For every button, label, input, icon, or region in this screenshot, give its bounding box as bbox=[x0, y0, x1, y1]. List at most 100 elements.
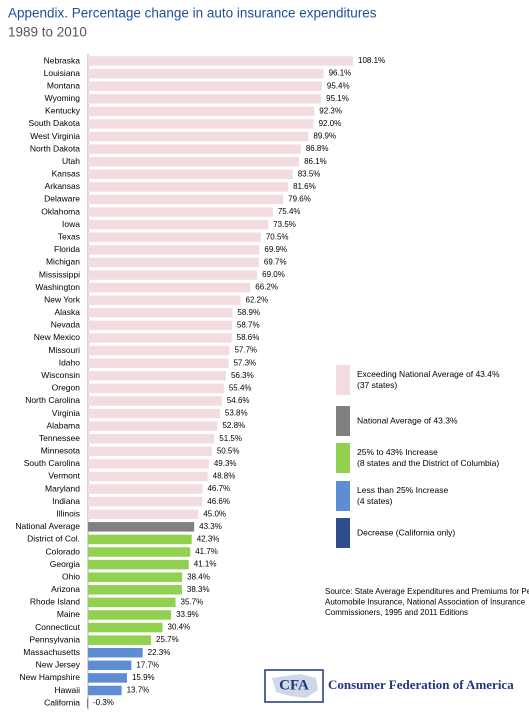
value-label: 51.5% bbox=[219, 434, 242, 443]
value-label: 50.5% bbox=[217, 446, 240, 455]
value-label: 81.6% bbox=[293, 182, 316, 191]
value-label: 69.0% bbox=[262, 270, 285, 279]
bar bbox=[88, 333, 232, 343]
legend-swatch bbox=[336, 406, 350, 436]
bar bbox=[88, 295, 241, 305]
category-label: Washington bbox=[35, 282, 80, 292]
category-label: Alabama bbox=[46, 420, 80, 430]
category-label: Connecticut bbox=[35, 622, 81, 632]
category-label: North Dakota bbox=[30, 143, 80, 153]
category-label: New Mexico bbox=[34, 332, 81, 342]
value-label: 22.3% bbox=[148, 648, 171, 657]
value-label: 54.6% bbox=[227, 396, 250, 405]
category-label: Texas bbox=[58, 232, 80, 242]
chart-subtitle: 1989 to 2010 bbox=[8, 25, 87, 40]
value-label: 38.3% bbox=[187, 585, 210, 594]
bar bbox=[88, 433, 215, 444]
value-label: 108.1% bbox=[358, 56, 385, 65]
value-label: 92.3% bbox=[319, 106, 342, 115]
category-label: Delaware bbox=[44, 194, 80, 204]
bar bbox=[88, 635, 152, 645]
legend-swatch bbox=[336, 481, 350, 511]
value-label: 96.1% bbox=[329, 69, 352, 78]
bar bbox=[88, 56, 354, 66]
bar bbox=[88, 106, 315, 117]
bar bbox=[88, 446, 212, 457]
category-label: California bbox=[44, 697, 80, 707]
bar bbox=[88, 685, 122, 696]
category-label: New Hampshire bbox=[20, 672, 81, 682]
value-label: 55.4% bbox=[229, 383, 252, 392]
category-label: Nebraska bbox=[44, 55, 81, 65]
value-label: 30.4% bbox=[168, 623, 191, 632]
category-label: Iowa bbox=[62, 219, 80, 229]
value-label: 43.3% bbox=[199, 522, 222, 531]
legend-label: 25% to 43% Increase bbox=[357, 447, 438, 457]
category-label: New York bbox=[44, 294, 81, 304]
bar bbox=[88, 660, 132, 671]
category-label: Virginia bbox=[52, 408, 80, 418]
value-label: 69.9% bbox=[264, 245, 287, 254]
value-label: 79.6% bbox=[288, 195, 311, 204]
value-label: 83.5% bbox=[298, 169, 321, 178]
bar bbox=[88, 371, 227, 381]
bar bbox=[88, 610, 172, 620]
category-label: Minnesota bbox=[41, 446, 80, 456]
value-label: 86.1% bbox=[304, 157, 327, 166]
category-label: Arizona bbox=[51, 584, 80, 594]
bar bbox=[88, 320, 232, 331]
value-label: 92.0% bbox=[319, 119, 342, 128]
bar bbox=[88, 219, 269, 230]
category-label: Nevada bbox=[51, 320, 81, 330]
category-label: Vermont bbox=[48, 471, 80, 481]
legend-label: National Average of 43.3% bbox=[357, 415, 458, 425]
value-label: 46.7% bbox=[207, 484, 230, 493]
category-label: Utah bbox=[62, 156, 80, 166]
legend-label: Exceeding National Average of 43.4% bbox=[357, 369, 500, 379]
category-label: Michigan bbox=[46, 257, 80, 267]
category-label: North Carolina bbox=[25, 395, 80, 405]
value-label: 66.2% bbox=[255, 283, 278, 292]
category-label: Maine bbox=[57, 609, 80, 619]
value-label: 89.9% bbox=[313, 132, 336, 141]
value-label: 25.7% bbox=[156, 635, 179, 644]
value-label: 58.6% bbox=[237, 333, 260, 342]
bar bbox=[88, 156, 300, 167]
bar bbox=[88, 308, 233, 318]
category-label: Alaska bbox=[54, 307, 80, 317]
bar bbox=[88, 68, 324, 79]
chart-title: Appendix. Percentage change in auto insu… bbox=[8, 6, 377, 21]
value-label: 52.8% bbox=[222, 421, 245, 430]
value-label: 46.6% bbox=[207, 497, 230, 506]
category-label: Ohio bbox=[62, 571, 80, 581]
bar bbox=[88, 396, 222, 406]
bar bbox=[87, 698, 89, 708]
category-label: Missouri bbox=[48, 345, 80, 355]
category-label: South Dakota bbox=[28, 118, 80, 128]
category-label: Maryland bbox=[45, 483, 80, 493]
category-label: Tennessee bbox=[39, 433, 80, 443]
value-label: 95.4% bbox=[327, 81, 350, 90]
legend-swatch bbox=[336, 518, 350, 548]
value-label: 75.4% bbox=[278, 207, 301, 216]
bar bbox=[88, 647, 143, 658]
bar bbox=[88, 572, 183, 582]
bar bbox=[88, 131, 309, 142]
value-label: 13.7% bbox=[127, 686, 150, 695]
value-label: 70.5% bbox=[266, 232, 289, 241]
bar bbox=[88, 421, 218, 431]
legend-swatch bbox=[336, 365, 350, 395]
category-label: Pennsylvania bbox=[29, 634, 80, 644]
value-label: 35.7% bbox=[181, 597, 204, 606]
bar bbox=[88, 509, 199, 519]
category-label: Massachusetts bbox=[23, 647, 80, 657]
value-label: 95.1% bbox=[326, 94, 349, 103]
bar bbox=[88, 459, 209, 469]
value-label: 86.8% bbox=[306, 144, 329, 153]
bar bbox=[88, 182, 289, 192]
bar bbox=[88, 245, 260, 255]
category-label: Georgia bbox=[50, 559, 81, 569]
legend-swatch bbox=[336, 443, 350, 473]
value-label: -0.3% bbox=[93, 698, 114, 707]
